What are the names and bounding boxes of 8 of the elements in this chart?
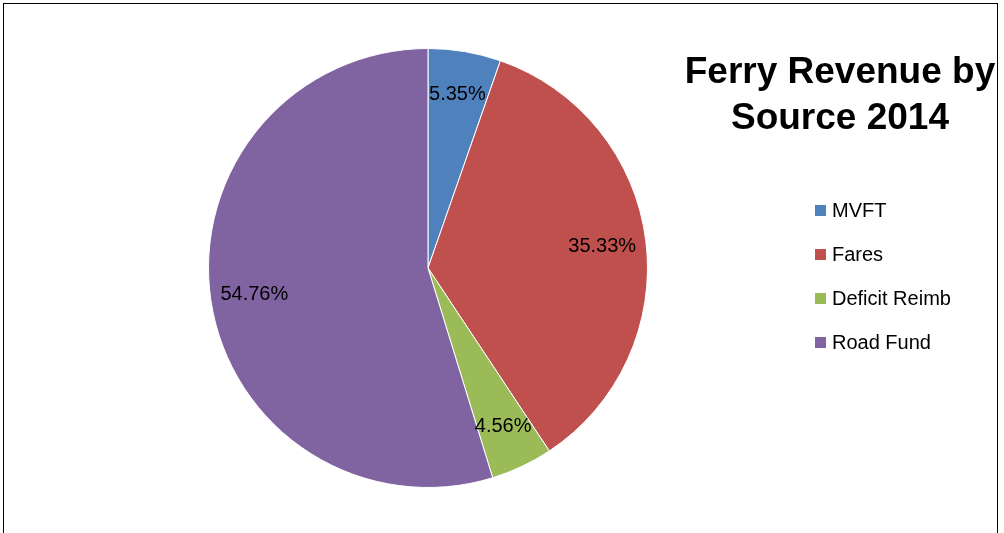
legend-label: Fares <box>832 242 884 266</box>
data-label: 35.33% <box>568 233 637 256</box>
data-label: 54.76% <box>220 281 289 304</box>
legend-label: Road Fund <box>832 330 931 354</box>
legend-label: Deficit Reimb <box>832 286 951 310</box>
legend-label: MVFT <box>832 198 887 222</box>
text: Ferry Revenue by Source 2014 <box>683 49 997 139</box>
data-label: 5.35% <box>429 82 486 105</box>
